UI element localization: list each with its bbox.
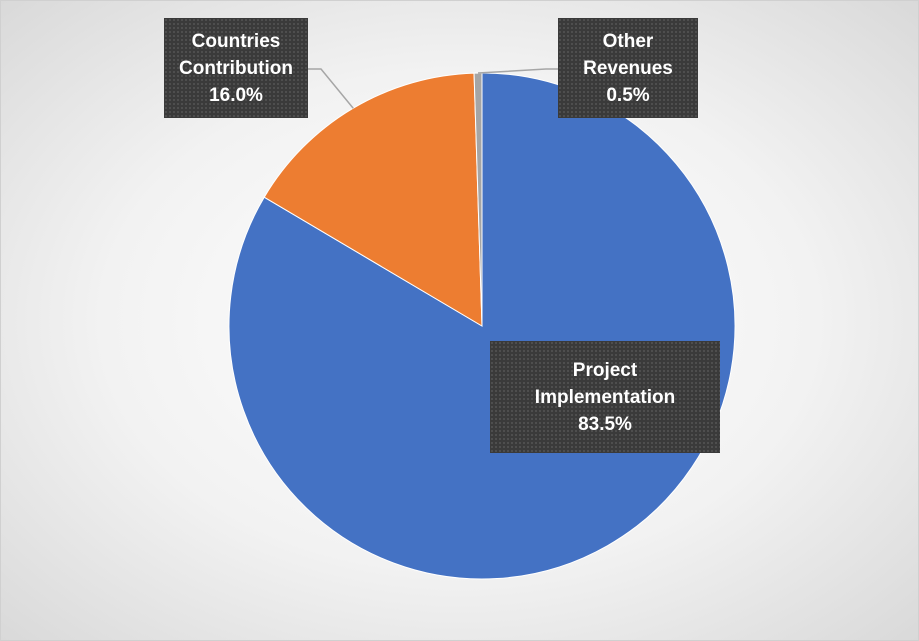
data-label: Project Implementation 83.5% <box>490 341 720 453</box>
data-label: Other Revenues 0.5% <box>558 18 698 118</box>
leader-line <box>308 68 354 109</box>
label-category: Other Revenues <box>583 30 673 79</box>
label-value: 0.5% <box>606 84 650 106</box>
leader-line <box>477 68 558 74</box>
data-label: Countries Contribution 16.0% <box>164 18 308 118</box>
label-value: 16.0% <box>209 84 263 106</box>
label-category: Project Implementation <box>534 359 676 408</box>
label-value: 83.5% <box>578 413 632 435</box>
label-category: Countries Contribution <box>179 30 293 79</box>
